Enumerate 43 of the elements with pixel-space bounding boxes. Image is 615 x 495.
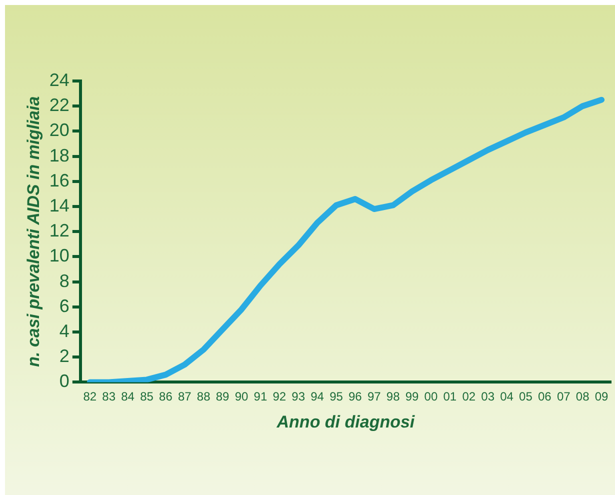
- y-axis-title: n. casi prevalenti AIDS in migliaia: [24, 96, 43, 367]
- y-tick-label: 2: [59, 346, 70, 366]
- y-tick-label: 0: [59, 371, 70, 392]
- y-tick-label: 24: [49, 70, 70, 90]
- x-tick-label: 04: [500, 390, 514, 404]
- x-tick-label: 87: [178, 390, 192, 404]
- y-tick-label: 10: [49, 246, 70, 266]
- x-tick-label: 01: [443, 390, 457, 404]
- y-tick-label: 8: [59, 270, 70, 291]
- x-tick-label: 90: [234, 390, 248, 404]
- x-tick-label: 84: [121, 390, 135, 404]
- x-axis-title: Anno di diagnosi: [276, 412, 416, 432]
- x-tick-label: 85: [140, 390, 154, 404]
- x-tick-label: 06: [538, 390, 552, 404]
- x-tick-label: 92: [272, 390, 286, 404]
- x-tick-label: 96: [348, 390, 362, 404]
- x-tick-label: 93: [292, 390, 306, 404]
- x-tick-label: 86: [159, 390, 173, 404]
- x-tick-label: 02: [462, 390, 476, 404]
- y-tick-label: 20: [49, 120, 70, 140]
- y-tick-label: 4: [59, 320, 70, 341]
- x-tick-label: 83: [102, 390, 116, 404]
- x-tick-label: 97: [367, 390, 382, 404]
- y-tick-label: 18: [49, 145, 70, 166]
- x-tick-label: 94: [310, 390, 324, 404]
- x-tick-label: 05: [519, 390, 533, 404]
- x-tick-label: 00: [424, 390, 438, 404]
- y-tick-label: 12: [49, 220, 70, 241]
- x-tick-label: 07: [556, 390, 571, 404]
- x-tick-label: 08: [576, 390, 590, 404]
- y-tick-label: 16: [49, 170, 70, 190]
- y-tick-label: 14: [49, 195, 70, 216]
- x-tick-label: 82: [83, 390, 97, 404]
- x-tick-label: 03: [481, 390, 495, 404]
- x-tick-label: 99: [405, 390, 420, 404]
- y-tick-label: 6: [59, 296, 70, 316]
- x-tick-label: 98: [386, 390, 400, 404]
- y-tick-label: 22: [49, 95, 70, 116]
- x-tick-label: 91: [254, 390, 268, 404]
- x-tick-label: 89: [216, 390, 230, 404]
- x-tick-label: 95: [330, 390, 344, 404]
- x-tick-label: 09: [594, 390, 609, 404]
- x-tick-label: 88: [196, 390, 211, 404]
